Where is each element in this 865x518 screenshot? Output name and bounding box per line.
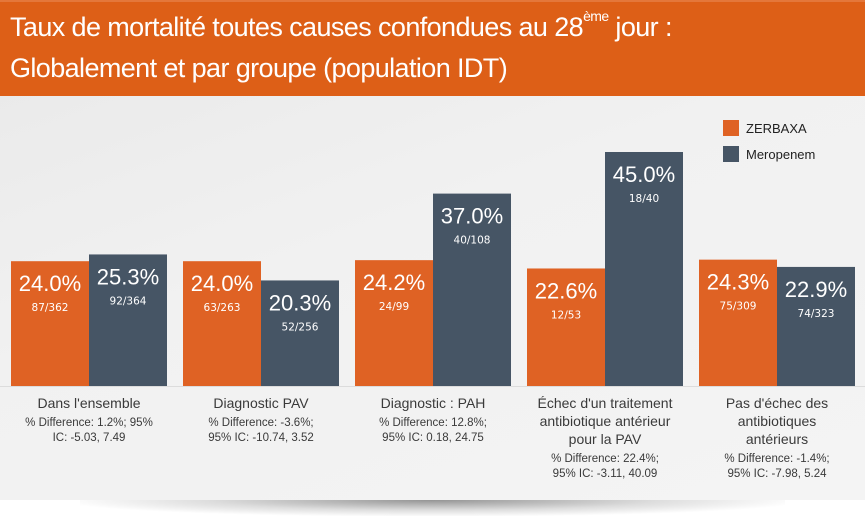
category-stats-line: 95% IC: -7.98, 5.24: [727, 468, 827, 480]
bar-fraction-label: 12/53: [551, 309, 581, 321]
category-label-line: Diagnostic PAV: [213, 395, 309, 411]
bar-fraction-label: 18/40: [629, 193, 659, 205]
category-label: Échec d'un traitement antibiotique antéri…: [520, 394, 690, 448]
legend: ZERBAXA Meropenem: [723, 116, 815, 168]
category-stats: % Difference: 22.4%; 95% IC: -3.11, 40.09: [520, 452, 690, 482]
bar-value-label: 24.0%: [191, 271, 253, 296]
bar-zerbaxa-2: [355, 260, 433, 386]
category-label-line: Pas d'échec des: [725, 395, 829, 411]
bar-zerbaxa-4: [699, 259, 777, 386]
category-label-line: Échec d'un traitement: [537, 395, 673, 411]
bar-fraction-label: 52/256: [282, 321, 319, 333]
category-label-line: Dans l'ensemble: [37, 395, 141, 411]
bar-zerbaxa-0: [11, 261, 89, 386]
bar-value-label: 24.2%: [363, 270, 425, 295]
category-stats-line: % Difference: -3.6%;: [208, 417, 314, 429]
bar-meropenem-4: [777, 266, 855, 386]
bar-meropenem-0: [89, 254, 167, 386]
legend-item-meropenem: Meropenem: [723, 142, 815, 166]
bar-fraction-label: 87/362: [32, 302, 69, 314]
bar-value-label: 24.3%: [707, 270, 769, 295]
card-shadow: [80, 500, 785, 516]
chart-card: Taux de mortalité toutes causes confondu…: [0, 0, 865, 500]
bar-value-label: 37.0%: [441, 204, 503, 229]
category-label: Dans l'ensemble: [4, 394, 174, 412]
title-text: Taux de mortalité toutes causes confondu…: [10, 12, 584, 42]
category-label-line: antérieurs: [745, 431, 809, 447]
title-text-end: jour :: [608, 12, 672, 42]
bar-fraction-label: 92/364: [110, 295, 147, 307]
category-stats-line: % Difference: 1.2%; 95%: [25, 417, 153, 429]
category-label-line: antibiotique antérieur: [539, 413, 671, 429]
bar-value-label: 25.3%: [97, 264, 159, 289]
category-stats: % Difference: 12.8%; 95% IC: 0.18, 24.75: [348, 416, 518, 446]
bar-value-label: 20.3%: [269, 290, 331, 315]
bar-meropenem-1: [261, 280, 339, 386]
chart-title-line-1: Taux de mortalité toutes causes confondu…: [10, 8, 672, 43]
category-label-line: antibiotiques: [737, 413, 817, 429]
bar-zerbaxa-3: [527, 268, 605, 386]
chart-title-line-2: Globalement et par groupe (population ID…: [10, 53, 508, 83]
category-label-line: pour la PAV: [568, 431, 642, 447]
bar-fraction-label: 75/309: [720, 301, 757, 313]
title-banner: Taux de mortalité toutes causes confondu…: [0, 0, 865, 96]
category-stats-line: 95% IC: -3.11, 40.09: [552, 468, 658, 480]
bar-value-label: 22.6%: [535, 278, 597, 303]
bar-value-label: 22.9%: [785, 277, 847, 302]
bar-value-label: 45.0%: [613, 162, 675, 187]
bar-meropenem-3: [605, 152, 683, 386]
legend-swatch-zerbaxa: [723, 120, 739, 136]
bar-meropenem-2: [433, 193, 511, 386]
category-label: Diagnostic PAV: [176, 394, 346, 412]
legend-swatch-meropenem: [723, 146, 739, 162]
category-label-line: Diagnostic : PAH: [380, 395, 486, 411]
category-stats-line: % Difference: 22.4%;: [551, 453, 659, 465]
bar-chart: 24.0% 87/362 25.3% 92/364 24.0% 63/263 20.3% 52…: [11, 152, 855, 386]
bar-value-label: 24.0%: [19, 271, 81, 296]
category-stats-line: 95% IC: -10.74, 3.52: [208, 432, 314, 444]
category-stats-line: % Difference: 12.8%;: [379, 417, 487, 429]
legend-label-meropenem: Meropenem: [746, 146, 816, 162]
title-superscript: ème: [583, 8, 609, 24]
bar-fraction-label: 24/99: [379, 301, 409, 313]
category-stats: % Difference: -3.6%; 95% IC: -10.74, 3.52: [176, 416, 346, 446]
category-stats-line: % Difference: -1.4%;: [724, 453, 830, 465]
bar-fraction-label: 63/263: [204, 302, 241, 314]
legend-item-zerbaxa: ZERBAXA: [723, 116, 815, 140]
x-axis-baseline: [0, 386, 865, 387]
category-stats-line: 95% IC: 0.18, 24.75: [382, 432, 484, 444]
legend-label-zerbaxa: ZERBAXA: [746, 120, 807, 136]
bar-zerbaxa-1: [183, 261, 261, 386]
category-stats: % Difference: 1.2%; 95% IC: -5.03, 7.49: [4, 416, 174, 446]
bar-fraction-label: 74/323: [798, 308, 835, 320]
category-stats-line: IC: -5.03, 7.49: [52, 432, 126, 444]
bar-fraction-label: 40/108: [454, 235, 491, 247]
category-label: Diagnostic : PAH: [348, 394, 518, 412]
category-stats: % Difference: -1.4%; 95% IC: -7.98, 5.24: [692, 452, 862, 482]
category-label: Pas d'échec des antibiotiques antérieurs: [692, 394, 862, 448]
